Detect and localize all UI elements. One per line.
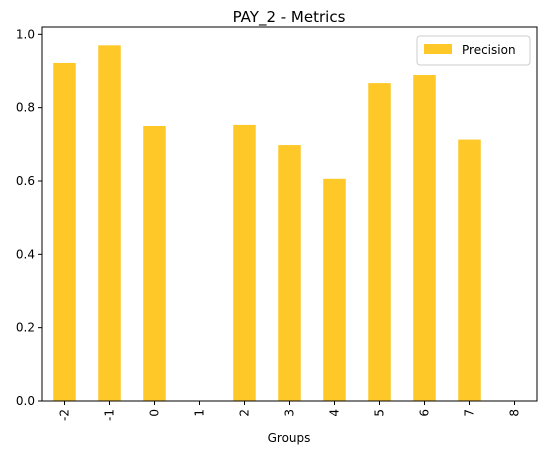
x-tick-label: 0 [148, 409, 162, 417]
y-tick-label: 0.8 [16, 101, 35, 115]
plot-frame [41, 26, 538, 402]
legend-label-precision: Precision [462, 43, 516, 57]
y-tick-label: 1.0 [16, 27, 35, 41]
bar-7 [458, 139, 481, 401]
y-tick-label: 0.2 [16, 321, 35, 335]
y-axis-ticks: 0.0 0.2 0.4 0.6 0.8 1.0 [16, 27, 42, 408]
y-tick-label: 0.0 [16, 394, 35, 408]
bar--2 [53, 62, 76, 402]
x-tick-label: 8 [508, 409, 522, 417]
x-tick-label: 3 [283, 409, 297, 417]
legend-box [416, 35, 531, 66]
bar-0 [143, 126, 166, 401]
bar-3 [278, 145, 301, 401]
bar-6 [413, 75, 436, 401]
bar-4 [323, 178, 346, 401]
legend: Precision [416, 35, 531, 66]
chart-title: PAY_2 - Metrics [233, 8, 346, 27]
bars-group [53, 45, 481, 402]
x-tick-label: 5 [373, 409, 387, 417]
x-tick-label: -2 [58, 409, 72, 421]
y-tick-label: 0.4 [16, 247, 35, 261]
bar--1 [98, 45, 121, 401]
y-tick-label: 0.6 [16, 174, 35, 188]
x-tick-label: 7 [463, 409, 477, 417]
x-tick-label: 2 [238, 409, 252, 417]
x-tick-label: 4 [328, 409, 342, 417]
bar-5 [368, 83, 391, 401]
x-tick-label: 6 [418, 409, 432, 417]
x-tick-label: -1 [103, 409, 117, 421]
legend-swatch-precision [424, 44, 452, 54]
x-axis-ticks: -2 -1 0 1 2 3 4 5 6 7 8 [58, 401, 522, 421]
x-tick-label: 1 [193, 409, 207, 417]
x-axis-label: Groups [268, 431, 311, 445]
bar-2 [233, 124, 256, 402]
